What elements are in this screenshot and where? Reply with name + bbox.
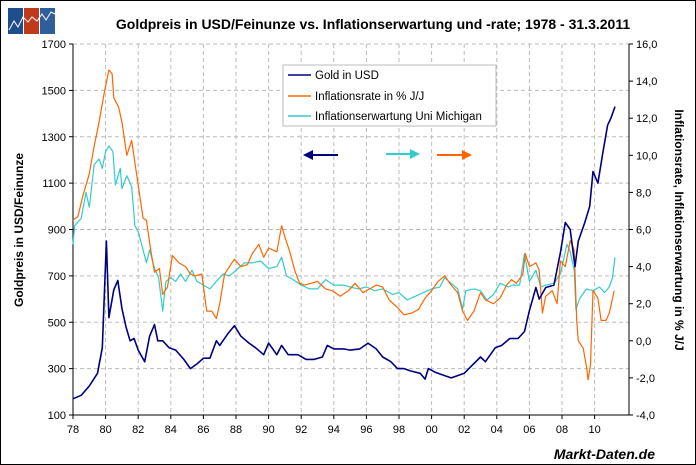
x-tick-label: 78 (67, 424, 79, 436)
legend: Gold in USD Inflationsrate in % J/J Infl… (282, 64, 497, 127)
right-tick-label: 10,0 (636, 150, 657, 162)
right-tick-label: 2,0 (636, 299, 651, 311)
left-tick-label: 900 (48, 225, 66, 237)
right-tick-label: 4,0 (636, 262, 651, 274)
right-axis-label: Inflationsrate, Inflationserwartung in %… (672, 109, 686, 350)
legend-label-inflation-expectation: Inflationserwartung Uni Michigan (315, 111, 482, 123)
x-tick-label: 92 (295, 424, 307, 436)
x-tick-label: 04 (491, 424, 503, 436)
left-axis-label: Goldpreis in USD/Feinunze (12, 153, 26, 307)
series-lines (72, 69, 616, 400)
axis-arrows (303, 149, 472, 160)
left-tick-label: 100 (48, 410, 66, 422)
right-tick-label: 0,0 (636, 336, 651, 348)
x-tick-label: 06 (523, 424, 535, 436)
right-tick-label: 14,0 (636, 76, 657, 88)
x-tick-label: 90 (262, 424, 274, 436)
x-tick-label: 86 (197, 424, 209, 436)
x-tick-label: 80 (99, 424, 111, 436)
x-tick-label: 08 (556, 424, 568, 436)
right-tick-label: 16,0 (636, 39, 657, 51)
left-tick-label: 1300 (42, 132, 66, 144)
x-tick-label: 94 (328, 424, 340, 436)
expectation-right-axis-arrow-icon (386, 149, 420, 159)
right-tick-label: 12,0 (636, 113, 657, 125)
left-tick-label: 1100 (42, 178, 66, 190)
left-tick-label: 300 (48, 364, 66, 376)
x-tick-label: 82 (132, 424, 144, 436)
watermark: Markt-Daten.de (554, 446, 655, 462)
legend-label-gold: Gold in USD (315, 70, 379, 82)
axes: 100 300 500 700 900 1100 1300 1500 1700 -4,0 -2,0 0… (42, 39, 658, 436)
x-tick-label: 96 (360, 424, 372, 436)
series-inflation-expectation (72, 145, 616, 312)
gridlines (73, 43, 629, 415)
x-tick-label: 02 (458, 424, 470, 436)
right-tick-label: -4,0 (636, 410, 655, 422)
gold-left-axis-arrow-icon (303, 150, 338, 160)
x-tick-label: 98 (393, 424, 405, 436)
right-tick-label: -2,0 (636, 373, 655, 385)
left-tick-label: 500 (48, 317, 66, 329)
series-gold (72, 106, 616, 400)
inflation-right-axis-arrow-icon (437, 150, 472, 160)
x-tick-label: 88 (230, 424, 242, 436)
left-tick-label: 1500 (42, 85, 66, 97)
legend-label-inflation-rate: Inflationsrate in % J/J (315, 91, 424, 103)
left-tick-label: 1700 (42, 39, 66, 51)
series-inflation-rate (72, 69, 615, 381)
x-tick-label: 00 (425, 424, 437, 436)
right-tick-label: 8,0 (636, 187, 651, 199)
right-tick-label: 6,0 (636, 225, 651, 237)
x-tick-label: 10 (588, 424, 600, 436)
markt-daten-logo (8, 8, 56, 34)
x-tick-label: 84 (165, 424, 177, 436)
left-tick-label: 700 (48, 271, 66, 283)
chart-title: Goldpreis in USD/Feinunze vs. Inflations… (116, 16, 630, 32)
